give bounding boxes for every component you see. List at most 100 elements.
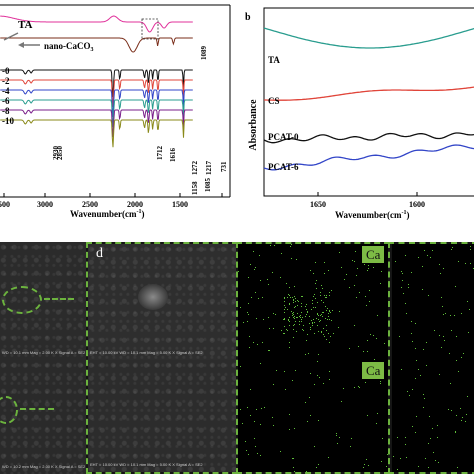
eds-dot xyxy=(321,331,322,332)
eds-dot xyxy=(387,454,388,455)
eds-dot xyxy=(415,378,416,379)
panel-a-annotation: 1158 xyxy=(191,181,199,195)
eds-dot xyxy=(328,333,329,334)
eds-dot xyxy=(365,382,366,383)
eds-dot xyxy=(341,267,342,268)
eds-dot xyxy=(395,261,396,262)
panel-d-dashed-frame xyxy=(86,242,238,474)
panel-a-annotation: 1616 xyxy=(169,148,177,163)
panel-a-series-line xyxy=(0,15,193,33)
eds-dot xyxy=(295,306,296,307)
panel-b-xlabel-text: Wavenumber(cm xyxy=(335,210,402,220)
eds-dot xyxy=(296,317,297,318)
eds-dot xyxy=(415,348,416,349)
eds-dot xyxy=(470,249,471,250)
eds-dot xyxy=(316,280,317,281)
panel-b-series-line xyxy=(263,27,474,49)
eds-dot xyxy=(284,326,285,327)
eds-dot xyxy=(253,251,254,252)
panel-b-series-line xyxy=(263,132,474,144)
eds-dot xyxy=(270,245,271,246)
eds-dot xyxy=(293,317,294,318)
eds-dot xyxy=(290,246,291,247)
eds-dot xyxy=(439,335,440,336)
eds-dot xyxy=(405,444,406,445)
eds-dot xyxy=(315,283,316,284)
eds-dot xyxy=(258,298,259,299)
eds-dot xyxy=(339,252,340,253)
eds-dot xyxy=(406,457,407,458)
eds-dot xyxy=(298,301,299,302)
eds-dot xyxy=(320,295,321,296)
eds-dot xyxy=(240,409,241,410)
eds-dot xyxy=(325,297,326,298)
eds-dot xyxy=(450,315,451,316)
sem-image-panel-d-bottom: EHT = 10.00 kV WD = 10.1 mm Mag = 5.00 K… xyxy=(88,360,236,472)
eds-dot xyxy=(306,309,307,310)
eds-dot xyxy=(305,354,306,355)
panel-b-label-pcat6: PCAT-6 xyxy=(268,162,299,172)
eds-dot xyxy=(466,414,467,415)
eds-dot xyxy=(287,297,288,298)
eds-dot xyxy=(330,312,331,313)
eds-dot xyxy=(434,330,435,331)
eds-dot xyxy=(254,421,255,422)
eds-dot xyxy=(294,286,295,287)
sem-particle xyxy=(138,284,168,310)
eds-dot xyxy=(289,429,290,430)
eds-dot xyxy=(246,450,247,451)
eds-dot xyxy=(470,263,471,264)
eds-dot xyxy=(275,314,276,315)
eds-dot xyxy=(425,458,426,459)
eds-dot xyxy=(259,255,260,256)
eds-dot xyxy=(283,319,284,320)
eds-dot xyxy=(307,334,308,335)
sem-info-mid-top: EHT = 10.00 kV WD = 10.1 mm Mag = 5.00 K… xyxy=(90,350,203,355)
eds-dot xyxy=(272,417,273,418)
eds-dot xyxy=(405,255,406,256)
eds-dot xyxy=(401,369,402,370)
panel-a-nano-sub: 3 xyxy=(91,47,94,53)
eds-dot xyxy=(331,320,332,321)
eds-dot xyxy=(296,331,297,332)
eds-dot xyxy=(321,314,322,315)
eds-dot xyxy=(450,383,451,384)
eds-dot xyxy=(288,294,289,295)
eds-dot xyxy=(326,310,327,311)
eds-dot xyxy=(254,269,255,270)
eds-dot xyxy=(318,464,319,465)
eds-dot xyxy=(289,295,290,296)
eds-dot xyxy=(381,461,382,462)
eds-dot xyxy=(433,452,434,453)
eds-dot xyxy=(256,409,257,410)
panel-a-highlight-box xyxy=(141,18,159,40)
eds-dot xyxy=(339,437,340,438)
eds-dot xyxy=(323,302,324,303)
eds-dot xyxy=(428,467,429,468)
eds-dot xyxy=(422,266,423,267)
eds-dot xyxy=(314,384,315,385)
eds-map-right-bottom xyxy=(392,360,474,472)
panel-d-letter: d xyxy=(96,246,103,261)
eds-dot xyxy=(319,321,320,322)
eds-dot xyxy=(284,309,285,310)
eds-dot xyxy=(328,313,329,314)
panel-a-tick-label: 2000 xyxy=(127,200,143,209)
eds-dot xyxy=(322,288,323,289)
eds-dot xyxy=(438,462,439,463)
panel-a-series-line xyxy=(0,89,193,118)
eds-dot xyxy=(242,423,243,424)
panel-a-arrowhead xyxy=(18,42,24,48)
eds-dot xyxy=(326,295,327,296)
eds-dot xyxy=(451,410,452,411)
eds-dot xyxy=(368,465,369,466)
panel-b-label-ta: TA xyxy=(268,55,280,65)
eds-dot xyxy=(249,347,250,348)
eds-dot xyxy=(370,334,371,335)
panel-b-label-pcat0: PCAT-0 xyxy=(268,132,299,142)
eds-dot xyxy=(314,446,315,447)
panel-a-annotation: 731 xyxy=(220,161,228,172)
eds-dot xyxy=(443,268,444,269)
eds-dot xyxy=(289,304,290,305)
eds-dot xyxy=(367,340,368,341)
